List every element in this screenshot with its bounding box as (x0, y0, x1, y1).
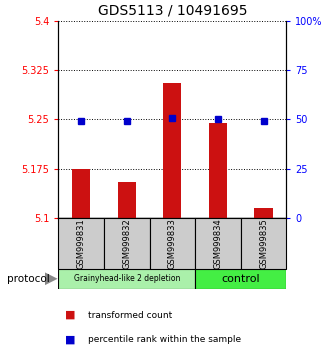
Bar (104, 218, 150, 269)
Bar (58, 269, 195, 289)
Text: GSM999833: GSM999833 (168, 218, 177, 269)
Text: ■: ■ (65, 335, 76, 345)
Text: GSM999831: GSM999831 (77, 218, 86, 269)
Bar (241, 218, 286, 269)
Bar (209, 123, 227, 218)
Bar (58, 218, 104, 269)
Text: GSM999834: GSM999834 (213, 218, 222, 269)
Text: percentile rank within the sample: percentile rank within the sample (88, 335, 241, 344)
Polygon shape (45, 273, 58, 285)
Title: GDS5113 / 10491695: GDS5113 / 10491695 (98, 3, 247, 17)
Bar (254, 208, 273, 218)
Text: Grainyhead-like 2 depletion: Grainyhead-like 2 depletion (74, 274, 180, 283)
Bar (163, 84, 181, 218)
Text: control: control (221, 274, 260, 284)
Bar (195, 218, 241, 269)
Bar (150, 218, 195, 269)
Text: GSM999832: GSM999832 (122, 218, 131, 269)
Text: GSM999835: GSM999835 (259, 218, 268, 269)
Bar (118, 182, 136, 218)
Text: protocol: protocol (7, 274, 49, 284)
Text: ■: ■ (65, 310, 76, 320)
Bar (195, 269, 286, 289)
Text: transformed count: transformed count (88, 310, 172, 320)
Bar (72, 169, 90, 218)
